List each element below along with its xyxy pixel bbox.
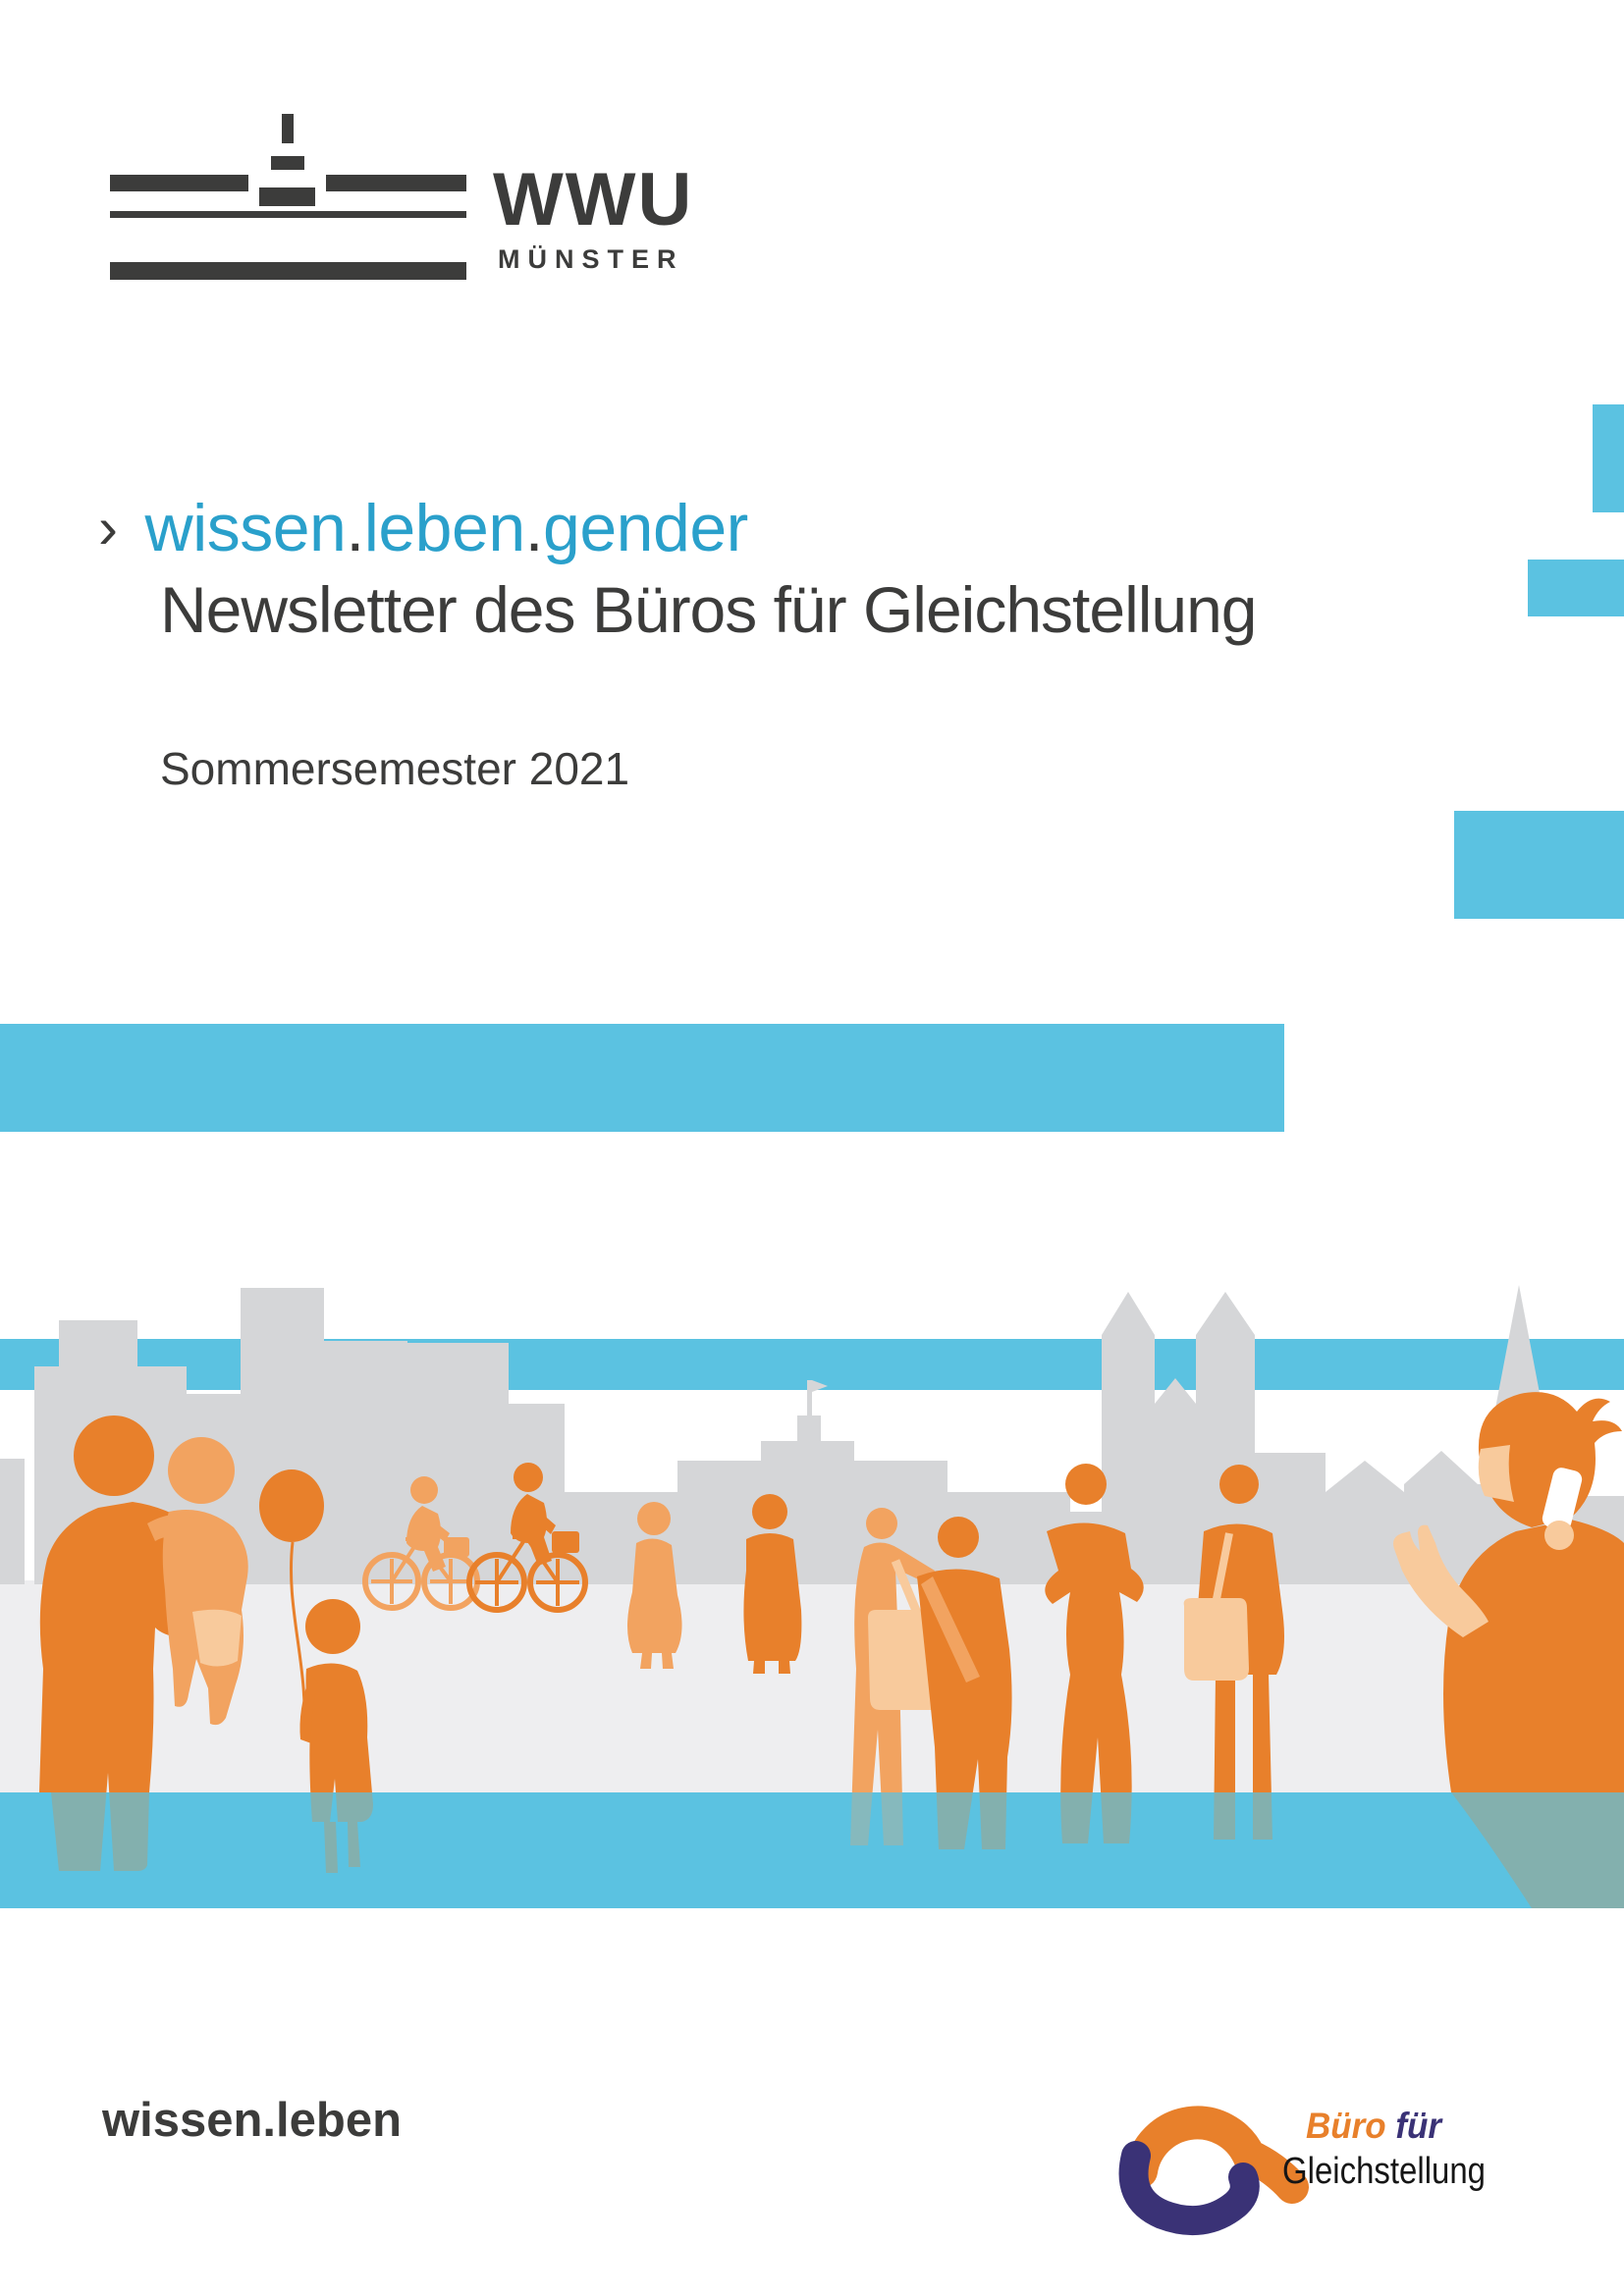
phone-icon — [1542, 1468, 1583, 1530]
logo-text-fuer: für — [1395, 2106, 1443, 2146]
claim-word-wissen: wissen — [144, 491, 347, 565]
castle-bar-3 — [259, 187, 315, 206]
bottom-band-tint-overlay — [0, 1792, 1624, 1908]
cyclist-dark — [466, 1463, 588, 1613]
page-title: Newsletter des Büros für Gleichstellung — [160, 573, 1258, 646]
cyclist-light — [362, 1476, 480, 1611]
ground-area — [0, 1580, 1624, 1792]
deco-rect-large — [1454, 811, 1624, 919]
castle-bar-thin — [110, 211, 466, 218]
deco-rect-medium — [1528, 560, 1624, 616]
woman-hands-on-hips — [1045, 1464, 1144, 1843]
wwu-city-label: MÜNSTER — [498, 244, 684, 274]
claim-word-leben: leben — [363, 491, 525, 565]
claim-word-gender: gender — [543, 491, 748, 565]
logo-text-buero: Büro — [1306, 2106, 1395, 2146]
castle-icon — [282, 114, 294, 143]
logo-text-gleichstellung: Gleichstellung — [1282, 2151, 1486, 2192]
muenster-skyline — [0, 1285, 1624, 1584]
big-blue-band — [0, 1024, 1284, 1132]
footer-claim: wissen.leben — [102, 2094, 403, 2147]
skyline-people-illustration — [0, 1285, 1624, 1908]
svg-text:Büro für: Büro für — [1306, 2106, 1443, 2146]
castle-bar-row-left — [110, 175, 248, 191]
student-with-bag-group — [850, 1508, 1012, 1849]
wwu-logo: WWU MÜNSTER — [0, 0, 691, 294]
chevron-icon: › — [98, 495, 118, 561]
wwu-wordmark: WWU — [493, 158, 694, 241]
claim-dot: . — [524, 491, 544, 565]
claim-dot: . — [346, 491, 364, 565]
standing-pair — [627, 1494, 802, 1674]
castle-bar-bottom — [110, 262, 466, 280]
logo-wave-orange-icon — [1124, 2106, 1309, 2204]
deco-rect-small-strip — [1593, 404, 1624, 512]
buero-fuer-gleichstellung-logo: Büro für Gleichstellung — [1118, 2106, 1486, 2236]
page-subtitle: Sommersemester 2021 — [160, 743, 630, 794]
castle-bar-2 — [271, 156, 304, 170]
page-title-claim: › wissen.leben.gender — [98, 495, 748, 561]
father-with-child — [39, 1415, 248, 1871]
logo-wave-indigo-icon — [1118, 2141, 1260, 2236]
castle-bar-row-right — [326, 175, 466, 191]
